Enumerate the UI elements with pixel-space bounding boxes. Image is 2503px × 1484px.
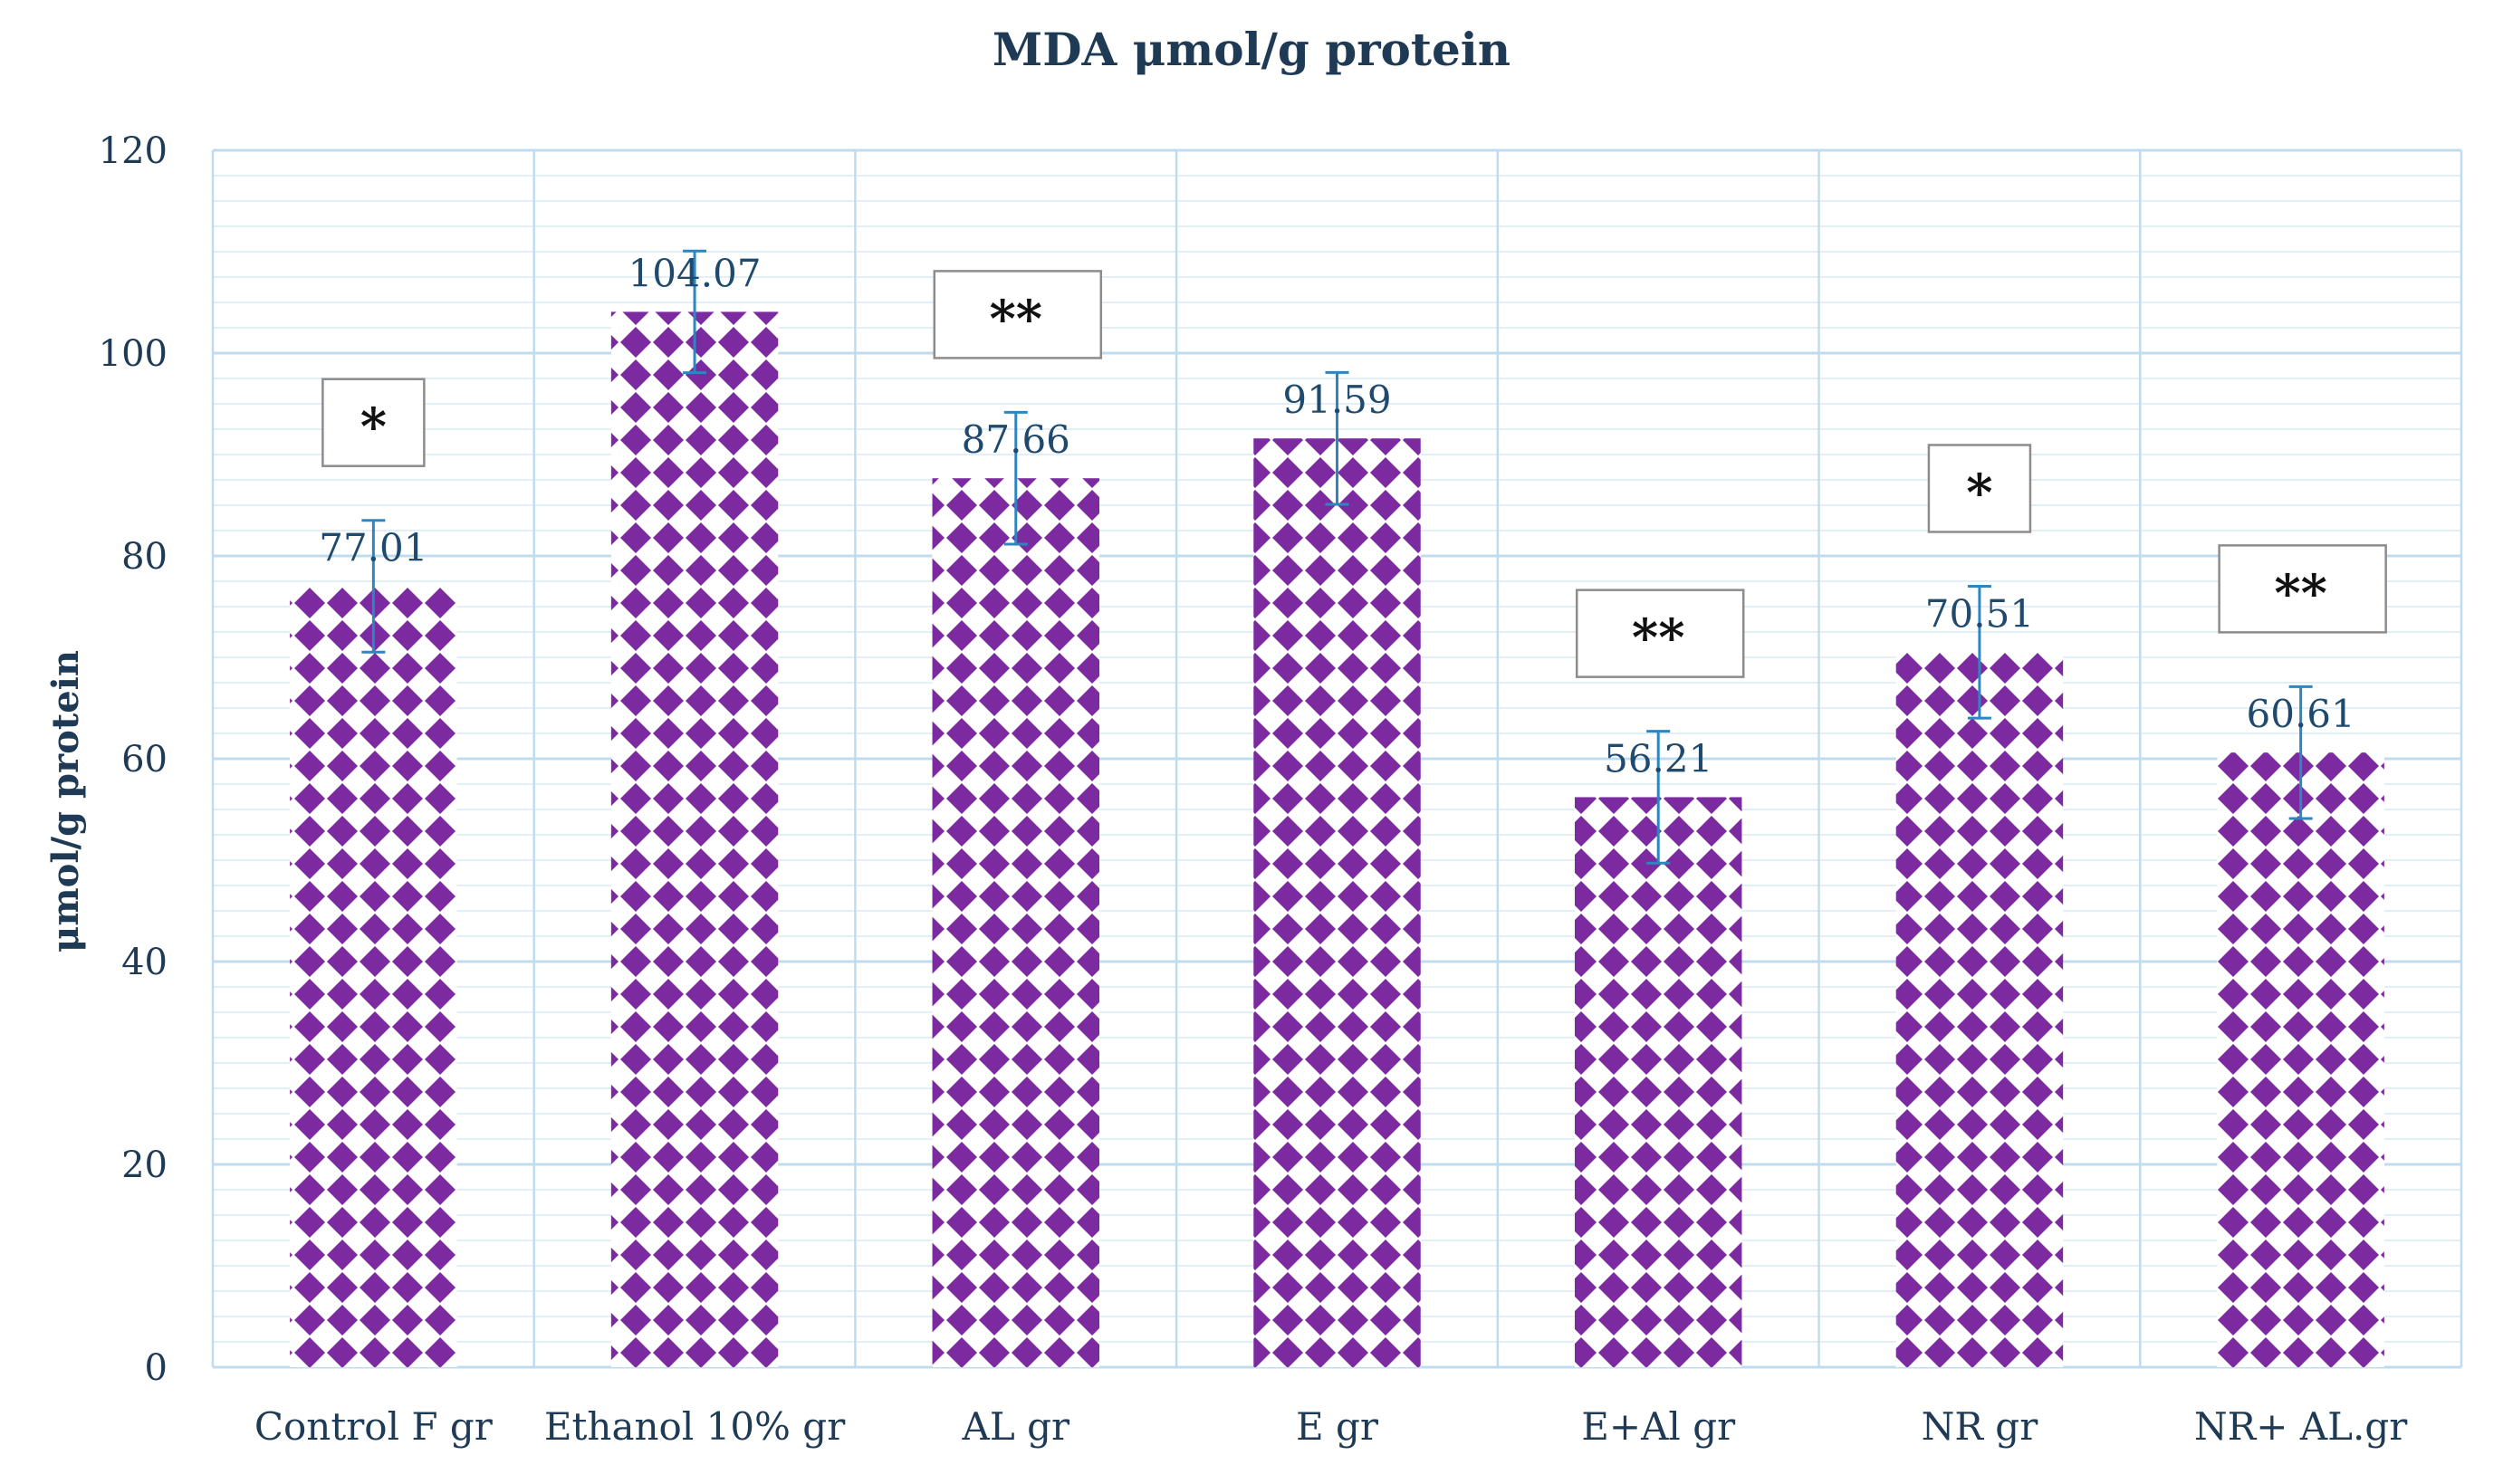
x-tick-label: E+Al gr [1581,1404,1736,1449]
significance-box [1575,589,1745,678]
data-label: 87.66 [962,417,1070,462]
y-tick-label: 40 [121,942,168,983]
bar [610,311,779,1367]
error-bars [361,249,2313,865]
data-label: 104.07 [628,251,762,295]
significance-box [1927,444,2032,533]
y-tick-label: 0 [145,1347,168,1389]
data-label: 77.01 [319,525,427,570]
y-tick-label: 20 [121,1144,168,1186]
data-label: 91.59 [1282,378,1391,422]
significance-marker: ** [989,289,1042,349]
data-label: 60.61 [2247,692,2355,736]
y-tick-label: 100 [99,333,168,375]
x-tick-label: NR gr [1922,1404,2039,1449]
bar [932,478,1100,1367]
bar [1895,652,2064,1367]
significance-box [933,270,1103,359]
significance-marker: * [1966,463,1992,522]
y-tick-label: 60 [121,739,168,780]
bars [290,311,2384,1367]
x-tick-label: NR+ AL.gr [2194,1404,2408,1449]
significance-marker: ** [1632,608,1685,668]
bar [2217,752,2384,1367]
x-tick-label: E gr [1296,1404,1379,1449]
x-tick-label: Control F gr [254,1404,494,1449]
bar [290,586,457,1367]
x-tick-label: AL gr [962,1404,1070,1449]
bar [1574,797,1742,1367]
bar [1253,438,1421,1367]
chart-title: MDA μmol/g protein [993,23,1510,76]
y-axis-label: μmol/g protein [44,650,87,953]
x-tick-label: Ethanol 10% gr [544,1404,846,1449]
data-label: 56.21 [1604,736,1712,780]
labels: 0 20 40 60 80 100 120 77.01 Control F gr * 104.07 E… [99,130,2409,1449]
significance-box [321,378,426,467]
significance-marker: ** [2274,563,2327,623]
y-tick-label: 120 [99,130,168,172]
data-label: 70.51 [1925,591,2034,636]
significance-box [2218,544,2387,634]
significance-marker: * [360,397,387,457]
y-tick-label: 80 [121,536,168,578]
